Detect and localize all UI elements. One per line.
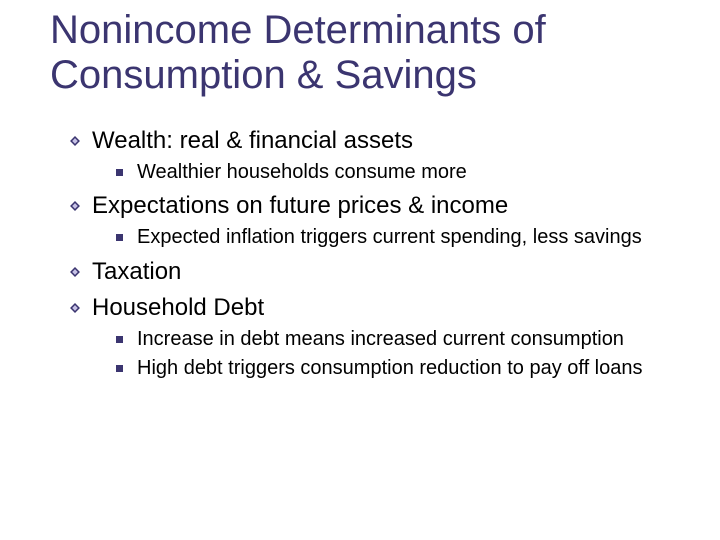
square-bullet-icon bbox=[116, 365, 123, 372]
list-item: Household Debt bbox=[68, 293, 690, 323]
list-subitem-label: Increase in debt means increased current… bbox=[137, 327, 624, 353]
diamond-bullet-icon bbox=[68, 134, 82, 148]
diamond-bullet-icon bbox=[68, 265, 82, 279]
square-bullet-icon bbox=[116, 234, 123, 241]
slide: Nonincome Determinants of Consumption & … bbox=[0, 0, 720, 404]
list-item: Wealth: real & financial assets bbox=[68, 126, 690, 156]
list-subitem-label: High debt triggers consumption reduction… bbox=[137, 356, 643, 382]
list-subitem: Wealthier households consume more bbox=[116, 160, 690, 186]
list-item: Expectations on future prices & income bbox=[68, 191, 690, 221]
list-item-label: Household Debt bbox=[92, 293, 264, 323]
slide-title: Nonincome Determinants of Consumption & … bbox=[50, 8, 690, 98]
list-item-label: Expectations on future prices & income bbox=[92, 191, 508, 221]
list-subitem: Expected inflation triggers current spen… bbox=[116, 225, 690, 251]
square-bullet-icon bbox=[116, 336, 123, 343]
diamond-bullet-icon bbox=[68, 199, 82, 213]
list-subitem-label: Wealthier households consume more bbox=[137, 160, 467, 186]
list-subitem: Increase in debt means increased current… bbox=[116, 327, 690, 353]
list-item-label: Taxation bbox=[92, 257, 181, 287]
list-item: Taxation bbox=[68, 257, 690, 287]
list-subitem: High debt triggers consumption reduction… bbox=[116, 356, 690, 382]
square-bullet-icon bbox=[116, 169, 123, 176]
list-item-label: Wealth: real & financial assets bbox=[92, 126, 413, 156]
list-subitem-label: Expected inflation triggers current spen… bbox=[137, 225, 642, 251]
diamond-bullet-icon bbox=[68, 301, 82, 315]
